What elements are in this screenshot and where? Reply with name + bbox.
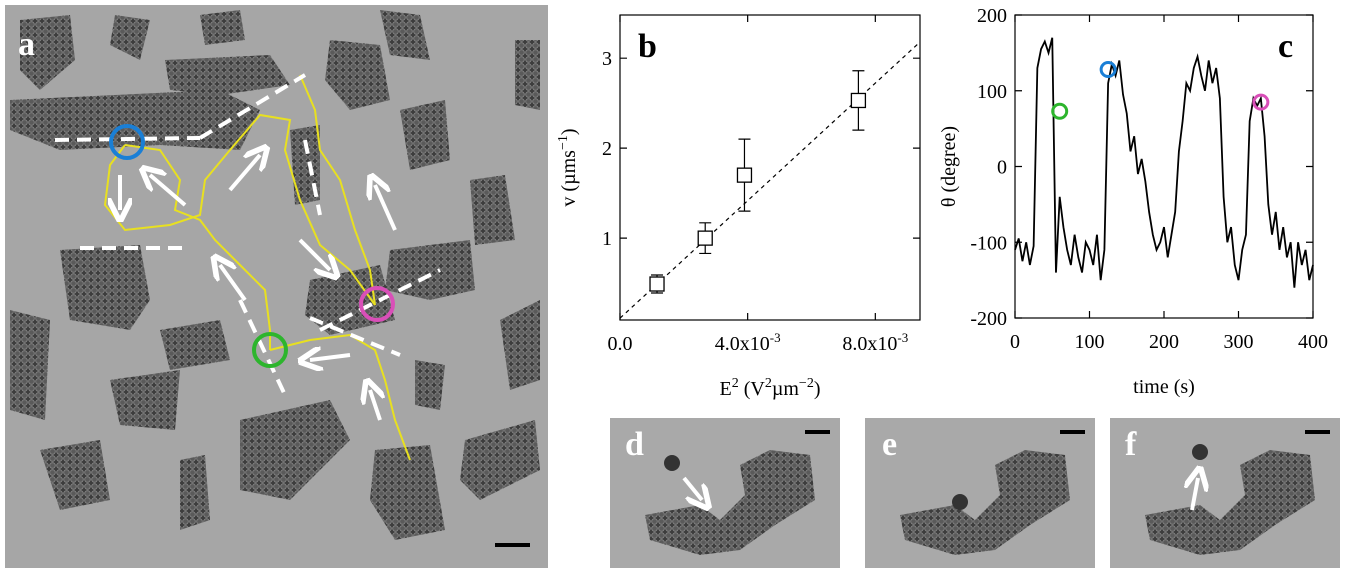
tick-text: 400 bbox=[1298, 331, 1328, 353]
y-tick-label: 2 bbox=[602, 138, 612, 160]
superscript: −2 bbox=[799, 376, 814, 391]
data-point bbox=[736, 167, 753, 183]
micrograph-f bbox=[1110, 418, 1340, 568]
micrograph-a bbox=[5, 5, 548, 568]
y-axis-label: v (µms−1) bbox=[556, 128, 580, 206]
superscript: 2 bbox=[765, 376, 772, 391]
tick-text: 200 bbox=[1149, 331, 1179, 353]
data-line bbox=[1014, 37, 1314, 288]
x-tick-label: 300 bbox=[1224, 331, 1254, 353]
x-tick-label: 100 bbox=[1075, 331, 1105, 353]
x-axis-label: time (s) bbox=[1133, 376, 1195, 398]
plot-frame bbox=[1014, 14, 1314, 319]
y-tick-label: 3 bbox=[602, 48, 612, 70]
tick-text: 100 bbox=[1075, 331, 1105, 353]
tick-exponent: -3 bbox=[897, 330, 908, 345]
panel-label: d bbox=[625, 426, 644, 463]
y-tick-label: 0 bbox=[997, 157, 1007, 179]
tick-text: 0 bbox=[1010, 331, 1020, 353]
label-part: v (µms bbox=[558, 150, 580, 207]
label-part: ) bbox=[558, 128, 580, 135]
marker-circle bbox=[1051, 102, 1069, 120]
tick-text: 4.0x10 bbox=[715, 333, 770, 355]
data-point bbox=[649, 276, 665, 292]
label-part: time (s) bbox=[1133, 376, 1195, 398]
x-tick-label: 200 bbox=[1149, 331, 1179, 353]
label-part: ) bbox=[814, 378, 821, 400]
superscript: −1 bbox=[556, 135, 571, 150]
y-tick-label: 200 bbox=[977, 5, 1007, 27]
panel-label: b bbox=[638, 28, 657, 65]
panel-label: e bbox=[882, 426, 897, 463]
x-tick-label: 8.0x10-3 bbox=[842, 330, 908, 355]
label-part: (V bbox=[739, 378, 766, 400]
micrograph-d bbox=[610, 418, 840, 568]
micrograph-e bbox=[865, 418, 1095, 568]
label-part: E bbox=[720, 378, 732, 400]
y-tick-label: 100 bbox=[977, 81, 1007, 103]
tick-exponent: -3 bbox=[770, 330, 781, 345]
tick-text: 0.0 bbox=[608, 333, 633, 355]
x-tick-label: 4.0x10-3 bbox=[715, 330, 781, 355]
label-part: θ (degree) bbox=[938, 126, 960, 207]
panel-label: a bbox=[18, 26, 35, 63]
fit-line bbox=[619, 41, 921, 319]
x-tick-label: 0.0 bbox=[608, 333, 633, 355]
label-part: µm bbox=[772, 378, 800, 400]
x-axis-label: E2 (V2µm−2) bbox=[720, 376, 821, 400]
superscript: 2 bbox=[732, 376, 739, 391]
x-tick-label: 400 bbox=[1298, 331, 1328, 353]
tick-text: 8.0x10 bbox=[842, 333, 897, 355]
data-point bbox=[697, 230, 713, 246]
marker-circle bbox=[1099, 61, 1117, 79]
panel-label: c bbox=[1278, 28, 1293, 65]
y-axis-label: θ (degree) bbox=[938, 126, 960, 207]
tick-text: 300 bbox=[1224, 331, 1254, 353]
y-tick-label: -200 bbox=[970, 308, 1007, 330]
y-tick-label: 1 bbox=[602, 228, 612, 250]
y-tick-label: -100 bbox=[970, 232, 1007, 254]
panel-label: f bbox=[1125, 426, 1137, 463]
marker-circle bbox=[1252, 93, 1270, 111]
data-point bbox=[850, 92, 867, 109]
x-tick-label: 0 bbox=[1010, 331, 1020, 353]
plot-frame bbox=[619, 14, 921, 321]
